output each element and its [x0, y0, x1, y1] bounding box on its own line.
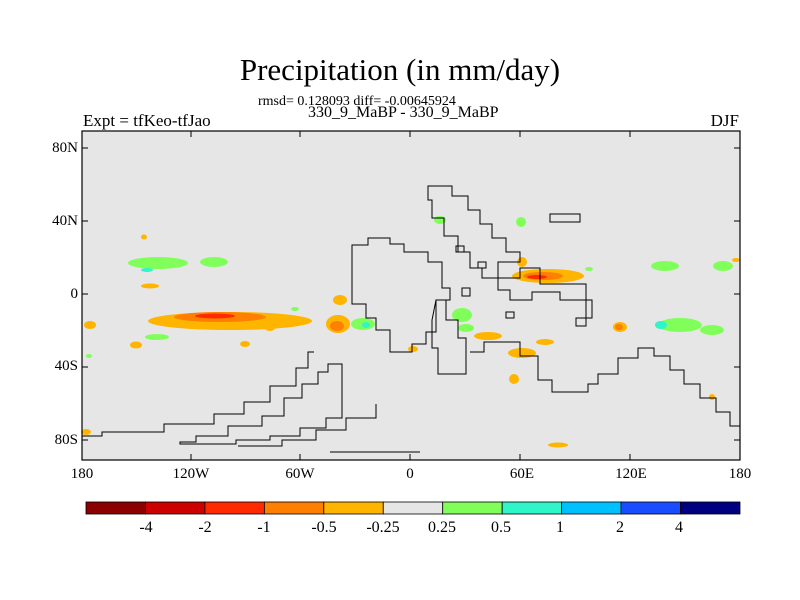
anomaly-patch — [333, 295, 347, 305]
plot-title: Precipitation (in mm/day) — [239, 52, 561, 87]
anomaly-patches — [81, 216, 740, 448]
experiment-expression: 330_9_MaBP - 330_9_MaBP — [308, 104, 499, 121]
anomaly-patch — [130, 341, 142, 349]
colorbar-label: 2 — [616, 519, 624, 536]
coastline-north-africa — [427, 185, 521, 279]
colorbar-label: 0.25 — [428, 519, 456, 536]
anomaly-patch — [200, 257, 228, 267]
anomaly-patch — [141, 283, 159, 289]
colorbar-label: -0.5 — [311, 519, 337, 536]
colorbar-label: 0.5 — [491, 519, 511, 536]
colorbar-label: 1 — [556, 519, 564, 536]
map-frame — [81, 130, 741, 461]
colorbar-box — [204, 501, 265, 515]
season-label: DJF — [710, 111, 739, 130]
anomaly-patch — [585, 267, 593, 271]
coastlines — [82, 185, 740, 453]
anomaly-patch — [452, 308, 472, 322]
coastline-south-chain — [238, 404, 377, 447]
map-background — [82, 131, 740, 460]
anomaly-patch — [658, 318, 702, 332]
anomaly-patch — [651, 261, 679, 271]
anomaly-patch — [86, 354, 92, 358]
coastline-africa — [431, 299, 467, 375]
anomaly-patch — [536, 339, 554, 345]
anomaly-patch — [615, 324, 623, 330]
colorbar-label: -0.25 — [366, 519, 400, 536]
lat-tick-40s: 40S — [54, 358, 78, 374]
left-label: Expt = tfKeo-tfJao — [83, 111, 211, 130]
lon-tick-180e: 180 — [728, 466, 752, 482]
anomaly-patch — [548, 442, 568, 448]
stats-text: rmsd= 0.128093 diff= -0.00645924 — [258, 94, 456, 109]
anomaly-patch — [709, 394, 715, 400]
lat-tick-40n: 40N — [52, 213, 78, 229]
coastline-southwest — [82, 351, 314, 437]
anomaly-patch — [240, 341, 250, 347]
colorbar-label: -1 — [257, 519, 271, 536]
colorbar-box — [680, 501, 741, 515]
lon-tick-60e: 60E — [509, 466, 535, 482]
anomaly-patch — [732, 258, 740, 262]
anomaly-patch — [81, 429, 91, 435]
anomaly-patch — [265, 325, 275, 331]
lon-tick-120w: 120W — [172, 466, 210, 482]
anomaly-patch — [195, 313, 235, 319]
lon-tick-120e: 120E — [615, 466, 647, 482]
anomaly-patch — [713, 261, 733, 271]
anomaly-patch — [408, 346, 418, 352]
colorbar-box — [501, 501, 563, 515]
anomaly-patch — [527, 275, 547, 279]
anomaly-patch — [141, 234, 147, 240]
anomaly-patch — [458, 324, 474, 332]
coastline-southwest-inner — [179, 363, 343, 445]
anomaly-patch — [330, 321, 344, 331]
coastline-north-block — [549, 213, 581, 223]
colorbar-box — [561, 501, 622, 515]
anomaly-patch — [291, 307, 299, 311]
colorbar-box — [323, 501, 384, 515]
lon-tick-60w: 60W — [285, 466, 315, 482]
colorbar-box — [442, 501, 503, 515]
colorbar-label: -4 — [139, 519, 153, 536]
anomaly-patch — [474, 332, 502, 340]
lat-tick-80n: 80N — [52, 140, 78, 156]
colorbar-box — [382, 501, 444, 515]
colorbar-box — [85, 501, 146, 515]
anomaly-patch — [509, 374, 519, 384]
coastline-islands — [455, 245, 587, 327]
lat-tick-0: 0 — [70, 286, 79, 302]
colorbar-label: -2 — [198, 519, 212, 536]
lon-tick-0: 0 — [406, 466, 414, 482]
anomaly-patch — [655, 321, 667, 329]
axis-ticks — [82, 131, 740, 460]
anomaly-patch — [362, 322, 370, 328]
lat-tick-80s: 80S — [54, 432, 78, 448]
anomaly-patch — [128, 257, 188, 269]
colorbar — [85, 501, 741, 515]
lon-tick-180w: 180 — [70, 466, 94, 482]
anomaly-patch — [145, 334, 169, 340]
anomaly-patch — [700, 325, 724, 335]
colorbar-box — [145, 501, 206, 515]
coastline-australia — [470, 341, 740, 427]
anomaly-patch — [516, 217, 526, 227]
colorbar-box — [263, 501, 325, 515]
anomaly-patch — [84, 321, 96, 329]
colorbar-box — [620, 501, 681, 515]
anomaly-patch — [141, 268, 153, 272]
colorbar-label: 4 — [675, 519, 683, 536]
